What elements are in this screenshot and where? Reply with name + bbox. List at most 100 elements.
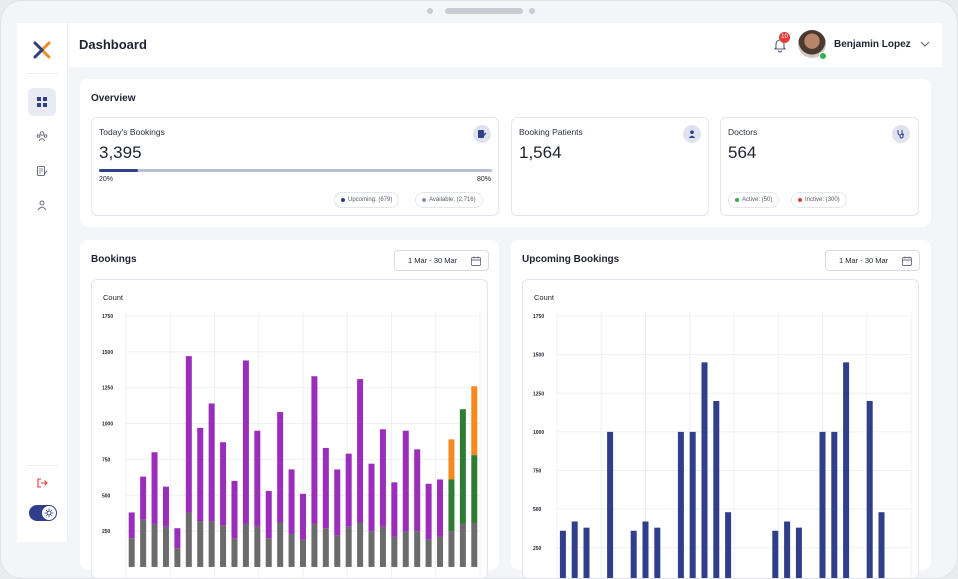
bar-15-series-1[interactable] (288, 469, 295, 534)
bar-1-series-0[interactable] (128, 538, 135, 567)
bar-23-series-1[interactable] (379, 429, 386, 527)
bar-25-series-0[interactable] (402, 531, 409, 567)
bar-6-series-0[interactable] (185, 512, 192, 567)
bar-6-series-1[interactable] (185, 356, 192, 513)
bar-26-series-0[interactable] (414, 531, 421, 567)
bar-13-series-0[interactable] (701, 362, 708, 579)
sidebar-item-bookings[interactable] (28, 157, 56, 185)
bar-22-series-0[interactable] (368, 531, 375, 567)
bar-3-series-0[interactable] (583, 527, 590, 579)
bar-10-series-0[interactable] (231, 538, 238, 567)
bar-1-series-1[interactable] (128, 512, 135, 539)
bar-19-series-1[interactable] (334, 469, 341, 536)
bar-9-series-1[interactable] (220, 442, 227, 526)
patient-icon (683, 125, 701, 143)
bar-19-series-0[interactable] (772, 530, 779, 579)
bar-22-series-1[interactable] (368, 463, 375, 532)
bar-21-series-0[interactable] (357, 522, 364, 567)
bar-12-series-0[interactable] (689, 431, 696, 579)
bar-27-series-0[interactable] (425, 539, 432, 567)
bar-25-series-1[interactable] (402, 430, 409, 532)
bar-29-series-3[interactable] (448, 439, 455, 480)
app-logo[interactable] (31, 39, 53, 61)
sidebar-item-dashboard[interactable] (28, 88, 56, 116)
bar-14-series-0[interactable] (277, 522, 284, 567)
todays-bookings-label: Today's Bookings (99, 127, 165, 137)
sidebar-item-doctors[interactable] (28, 191, 56, 219)
bar-25-series-0[interactable] (843, 362, 850, 579)
bar-16-series-0[interactable] (300, 539, 306, 567)
available-count: Available: (2,716) (429, 197, 476, 203)
bar-5-series-1[interactable] (174, 528, 181, 549)
bookings-date-range-picker[interactable]: 1 Mar - 30 Mar (394, 250, 489, 271)
bar-12-series-1[interactable] (254, 430, 261, 527)
bar-11-series-1[interactable] (242, 360, 249, 524)
logout-button[interactable] (28, 469, 56, 497)
bar-23-series-0[interactable] (379, 526, 386, 567)
bar-11-series-0[interactable] (242, 523, 249, 567)
bar-29-series-2[interactable] (448, 479, 455, 532)
bar-3-series-1[interactable] (151, 452, 158, 524)
bar-28-series-0[interactable] (437, 536, 444, 567)
bar-18-series-1[interactable] (322, 447, 329, 529)
bar-4-series-0[interactable] (162, 526, 169, 567)
bar-2-series-1[interactable] (140, 476, 147, 520)
bar-3-series-0[interactable] (151, 523, 158, 567)
bar-30-series-2[interactable] (459, 409, 466, 524)
bar-14-series-0[interactable] (713, 400, 720, 579)
y-tick-label: 750 (533, 469, 542, 475)
bar-7-series-1[interactable] (197, 427, 204, 522)
sidebar-item-patients[interactable] (28, 122, 56, 150)
theme-toggle[interactable] (29, 505, 57, 521)
bar-27-series-0[interactable] (866, 400, 873, 579)
bar-29-series-0[interactable] (448, 531, 455, 567)
bar-9-series-0[interactable] (220, 525, 227, 567)
bar-19-series-0[interactable] (334, 535, 341, 567)
bar-20-series-0[interactable] (784, 521, 791, 579)
bar-31-series-3[interactable] (471, 386, 478, 456)
bar-28-series-1[interactable] (437, 479, 444, 537)
bar-31-series-0[interactable] (471, 522, 478, 567)
bar-2-series-0[interactable] (571, 521, 578, 579)
bar-28-series-0[interactable] (878, 512, 885, 579)
calendar-icon (902, 256, 912, 266)
bar-4-series-1[interactable] (162, 486, 169, 527)
bar-5-series-0[interactable] (607, 431, 614, 579)
bar-12-series-0[interactable] (254, 526, 261, 567)
bar-17-series-0[interactable] (311, 523, 318, 567)
bar-5-series-0[interactable] (174, 548, 181, 567)
bar-15-series-0[interactable] (725, 512, 732, 579)
bar-7-series-0[interactable] (630, 530, 637, 579)
bar-2-series-0[interactable] (140, 519, 147, 567)
bar-13-series-0[interactable] (265, 538, 272, 567)
bar-11-series-0[interactable] (677, 431, 684, 579)
user-name[interactable]: Benjamin Lopez (834, 39, 911, 50)
bar-20-series-0[interactable] (345, 526, 352, 567)
bar-31-series-2[interactable] (471, 455, 478, 523)
bar-24-series-1[interactable] (391, 482, 398, 537)
bar-24-series-0[interactable] (391, 536, 398, 567)
chevron-down-icon[interactable] (919, 38, 931, 50)
bar-8-series-0[interactable] (208, 521, 215, 567)
bar-7-series-0[interactable] (197, 521, 204, 567)
bar-27-series-1[interactable] (425, 483, 432, 540)
upcoming-date-range-picker[interactable]: 1 Mar - 30 Mar (825, 250, 920, 271)
bar-8-series-0[interactable] (642, 521, 649, 579)
bar-13-series-1[interactable] (265, 490, 272, 539)
bar-26-series-1[interactable] (414, 449, 421, 532)
bar-21-series-0[interactable] (795, 527, 802, 579)
bar-14-series-1[interactable] (277, 412, 284, 523)
bar-17-series-1[interactable] (311, 376, 318, 524)
bar-20-series-1[interactable] (345, 453, 352, 527)
bar-23-series-0[interactable] (819, 431, 826, 579)
bar-9-series-0[interactable] (654, 527, 661, 579)
bar-21-series-1[interactable] (357, 379, 364, 523)
bar-10-series-1[interactable] (231, 480, 238, 539)
bar-1-series-0[interactable] (559, 530, 566, 579)
bar-24-series-0[interactable] (831, 431, 838, 579)
bar-15-series-0[interactable] (288, 533, 295, 567)
bar-18-series-0[interactable] (322, 528, 329, 567)
bar-16-series-1[interactable] (300, 493, 306, 540)
bar-30-series-0[interactable] (459, 523, 466, 567)
bar-8-series-1[interactable] (208, 403, 215, 522)
